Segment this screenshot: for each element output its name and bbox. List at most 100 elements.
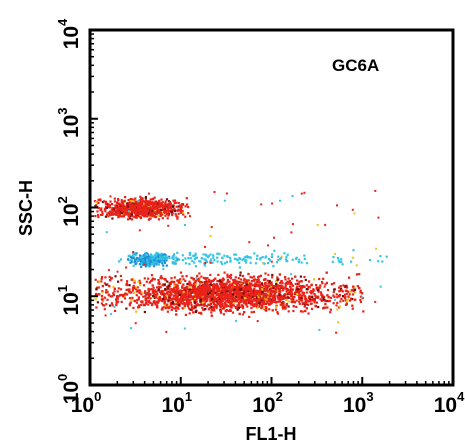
data-point bbox=[201, 285, 204, 288]
data-point bbox=[377, 216, 380, 219]
data-point bbox=[148, 207, 151, 210]
data-point bbox=[243, 302, 246, 305]
data-point bbox=[235, 286, 238, 289]
data-point bbox=[150, 256, 153, 259]
data-point bbox=[95, 286, 98, 289]
data-point bbox=[286, 280, 289, 283]
data-point bbox=[261, 306, 264, 309]
data-point bbox=[348, 293, 351, 296]
data-point bbox=[239, 257, 242, 260]
data-point bbox=[198, 311, 201, 314]
data-point bbox=[119, 294, 122, 297]
data-point bbox=[117, 199, 120, 202]
data-point bbox=[96, 293, 99, 296]
data-point bbox=[243, 293, 246, 296]
data-point bbox=[128, 202, 131, 205]
data-point bbox=[270, 283, 273, 286]
data-point bbox=[135, 290, 138, 293]
data-point bbox=[133, 209, 136, 212]
data-point bbox=[197, 296, 201, 299]
data-point bbox=[201, 295, 204, 298]
data-point bbox=[110, 312, 113, 315]
data-point bbox=[119, 213, 122, 216]
data-point bbox=[94, 292, 98, 295]
data-point bbox=[155, 263, 158, 266]
data-point bbox=[287, 305, 290, 308]
data-point bbox=[288, 282, 291, 285]
data-point bbox=[137, 298, 140, 301]
data-point bbox=[117, 202, 120, 205]
data-point bbox=[107, 204, 110, 207]
data-point bbox=[256, 306, 259, 309]
data-point bbox=[235, 258, 238, 261]
data-point bbox=[267, 273, 270, 276]
data-point bbox=[163, 294, 166, 297]
data-point bbox=[248, 288, 251, 291]
data-point bbox=[272, 294, 275, 297]
data-point bbox=[173, 253, 176, 256]
data-point bbox=[247, 279, 250, 282]
data-point bbox=[260, 299, 263, 302]
data-point bbox=[163, 305, 166, 308]
data-point bbox=[307, 297, 310, 300]
data-point bbox=[343, 293, 347, 296]
data-point bbox=[163, 304, 166, 307]
data-point bbox=[216, 287, 219, 290]
data-point bbox=[218, 252, 221, 255]
data-point bbox=[184, 257, 187, 260]
data-point bbox=[226, 287, 229, 290]
data-point bbox=[242, 292, 245, 295]
data-point bbox=[238, 296, 241, 299]
data-point bbox=[287, 277, 290, 280]
data-point bbox=[104, 314, 107, 317]
data-point bbox=[145, 264, 148, 267]
data-point bbox=[198, 304, 201, 307]
data-point bbox=[340, 260, 343, 263]
data-point bbox=[251, 276, 254, 279]
data-point bbox=[215, 283, 218, 286]
data-point bbox=[285, 259, 288, 262]
data-point bbox=[318, 277, 321, 281]
data-point bbox=[285, 303, 288, 307]
data-point bbox=[185, 286, 188, 289]
data-point bbox=[240, 299, 243, 302]
data-point bbox=[139, 303, 142, 306]
data-point bbox=[180, 291, 183, 295]
data-point bbox=[194, 279, 198, 282]
data-point bbox=[147, 287, 150, 291]
data-point bbox=[149, 297, 152, 300]
data-point bbox=[144, 199, 148, 202]
data-point bbox=[248, 315, 251, 318]
data-point bbox=[134, 288, 137, 291]
data-point bbox=[201, 281, 204, 284]
data-point bbox=[311, 295, 314, 298]
data-point bbox=[153, 196, 156, 199]
data-point bbox=[162, 283, 165, 286]
data-point bbox=[152, 197, 155, 200]
data-point bbox=[158, 201, 161, 204]
data-point bbox=[264, 292, 267, 295]
data-point bbox=[138, 258, 142, 261]
data-point bbox=[359, 289, 362, 292]
data-point bbox=[245, 261, 248, 264]
data-point bbox=[120, 293, 123, 296]
data-point bbox=[284, 276, 287, 279]
data-point bbox=[195, 256, 198, 259]
data-point bbox=[129, 217, 132, 220]
data-point bbox=[191, 277, 194, 280]
data-point bbox=[328, 300, 331, 303]
data-point bbox=[266, 297, 270, 300]
data-point bbox=[211, 309, 215, 312]
data-point bbox=[155, 260, 158, 263]
data-point bbox=[211, 280, 214, 283]
data-point bbox=[154, 303, 157, 306]
data-point bbox=[97, 201, 100, 205]
data-point bbox=[161, 211, 164, 214]
data-point bbox=[221, 289, 224, 292]
data-point bbox=[205, 278, 208, 281]
data-point bbox=[151, 284, 154, 287]
data-point bbox=[108, 275, 111, 278]
data-point bbox=[98, 280, 101, 283]
data-point bbox=[132, 251, 135, 253]
data-point bbox=[236, 288, 239, 292]
